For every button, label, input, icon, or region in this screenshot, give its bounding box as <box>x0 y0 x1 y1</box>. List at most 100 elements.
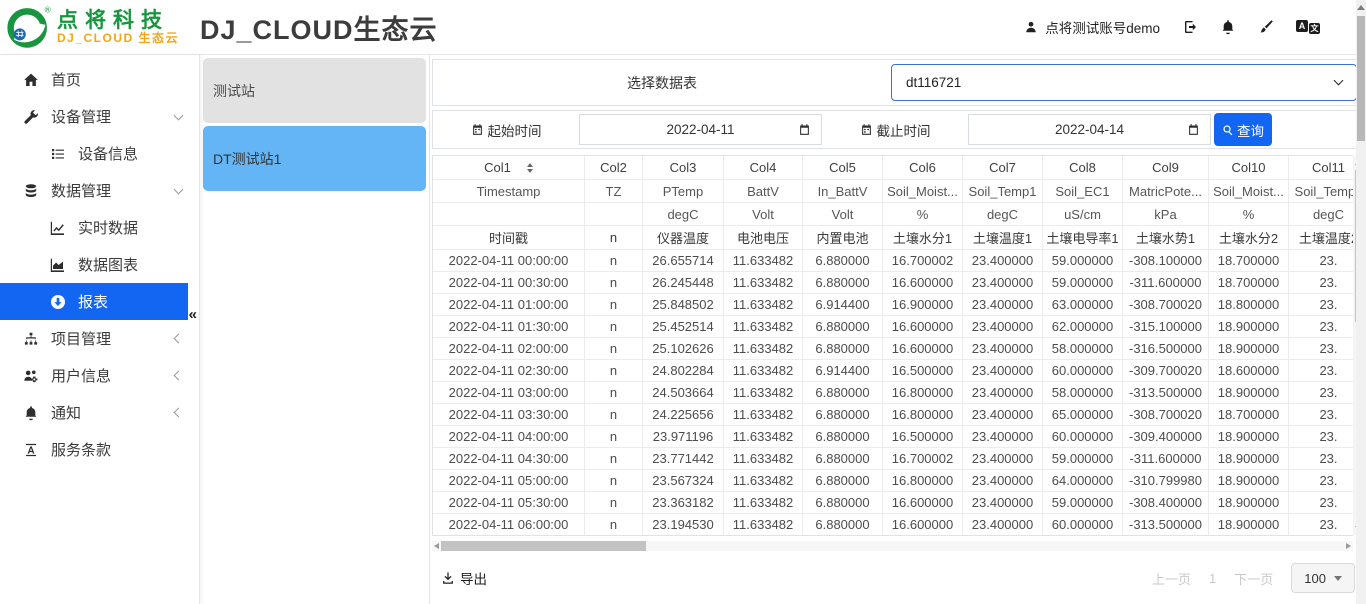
horizontal-scroll-thumb[interactable] <box>441 541 646 551</box>
table-cell: -311.600000 <box>1123 272 1209 294</box>
table-cell: 11.633482 <box>724 250 803 272</box>
query-button[interactable]: 查询 <box>1214 113 1272 146</box>
sidebar-collapse-toggle[interactable] <box>189 306 197 323</box>
scroll-right-arrow-icon[interactable] <box>1346 542 1351 549</box>
datatable-select[interactable]: dt116721 <box>891 64 1357 101</box>
bell-icon[interactable] <box>1220 19 1236 35</box>
table-cell: Volt <box>724 203 803 226</box>
users-gear-icon <box>21 368 40 384</box>
start-date-input[interactable]: 2022-04-11 <box>579 114 822 145</box>
report-panel: 选择数据表 dt116721 起始时间 2022-04-11 截止时间 2022… <box>430 55 1366 604</box>
page-scrollbar[interactable] <box>1356 0 1366 604</box>
sidebar-item-user-info[interactable]: 用户信息 <box>0 357 199 394</box>
table-cell: 23.400000 <box>963 338 1043 360</box>
table-cell: Soil_Moist... <box>1209 180 1289 203</box>
table-cell: 18.700000 <box>1209 272 1289 294</box>
sidebar-item-realtime-data[interactable]: 实时数据 <box>0 209 199 246</box>
table-cell: n <box>585 294 643 316</box>
prev-page-button[interactable]: 上一页 <box>1152 571 1192 587</box>
table-cell: 2022-04-11 03:30:00 <box>433 404 585 426</box>
end-time-label: 截止时间 <box>822 120 968 140</box>
sidebar-item-device-mgmt[interactable]: 设备管理 <box>0 98 199 135</box>
sidebar-item-data-charts[interactable]: 数据图表 <box>0 246 199 283</box>
table-row: 2022-04-11 00:30:00 n 26.245448 11.633482 6.… <box>433 272 1353 294</box>
sidebar-item-label: 首页 <box>51 72 82 89</box>
table-cell: 土壤水势1 <box>1123 226 1209 250</box>
sidebar-item-label: 通知 <box>51 405 82 422</box>
sidebar-item-device-info[interactable]: 设备信息 <box>0 135 199 172</box>
table-cell: In_BattV <box>803 180 883 203</box>
table-cell: 23.400000 <box>963 272 1043 294</box>
next-page-button[interactable]: 下一页 <box>1234 571 1274 587</box>
sidebar-item-label: 数据图表 <box>78 257 139 274</box>
user-account[interactable]: 点将测试账号demo <box>1024 17 1160 37</box>
table-cell: 23.971196 <box>643 426 724 448</box>
datatable-select-row: 选择数据表 dt116721 <box>432 59 1364 106</box>
table-cell: 16.500000 <box>883 360 963 382</box>
logout-icon[interactable] <box>1182 19 1198 35</box>
table-cell: 23. <box>1289 514 1353 535</box>
table-cell: 23.400000 <box>963 404 1043 426</box>
chevron-left-icon <box>173 407 184 418</box>
sidebar-item-notifications[interactable]: 通知 <box>0 394 199 431</box>
export-button[interactable]: 导出 <box>441 568 487 588</box>
page-scroll-thumb[interactable] <box>1357 16 1365 141</box>
table-row: 2022-04-11 00:00:00 n 26.655714 11.633482 6.… <box>433 250 1353 272</box>
table-cell: -308.400000 <box>1123 492 1209 514</box>
table-cell: 23. <box>1289 448 1353 470</box>
table-cell: Soil_Temp1 <box>963 180 1043 203</box>
station-item-selected[interactable]: DT测试站1 <box>203 126 426 191</box>
calendar-icon <box>472 124 482 135</box>
table-cell: -316.500000 <box>1123 338 1209 360</box>
table-cell: 16.800000 <box>883 382 963 404</box>
table-cell: 60.000000 <box>1043 514 1123 535</box>
table-cell: n <box>585 382 643 404</box>
station-name: 测试站 <box>213 82 255 99</box>
table-cell: 23.400000 <box>963 448 1043 470</box>
table-cell: 2022-04-11 04:00:00 <box>433 426 585 448</box>
sidebar-item-reports[interactable]: 报表 <box>0 283 188 320</box>
current-page[interactable]: 1 <box>1209 570 1217 586</box>
table-cell: 11.633482 <box>724 294 803 316</box>
table-cell: n <box>585 448 643 470</box>
table-cell: 24.503664 <box>643 382 724 404</box>
table-horizontal-scrollbar[interactable] <box>432 541 1353 551</box>
table-cell: 6.880000 <box>803 492 883 514</box>
station-list: 测试站 DT测试站1 <box>200 55 430 604</box>
download-icon <box>443 572 453 584</box>
station-item[interactable]: 测试站 <box>203 58 426 123</box>
table-cell: n <box>585 404 643 426</box>
table-cell: 时间戳 <box>433 226 585 250</box>
table-cell: 11.633482 <box>724 382 803 404</box>
table-cell: 59.000000 <box>1043 272 1123 294</box>
table-cn-labels-row: 时间戳 n 仪器温度 电池电压 内置电池 土壤水分1 土壤温度1 土壤电导率1 土壤水势1 土壤水… <box>433 226 1353 250</box>
table-cell: 23. <box>1289 338 1353 360</box>
end-date-input[interactable]: 2022-04-14 <box>968 114 1211 145</box>
brush-icon[interactable] <box>1258 19 1274 35</box>
table-cell: 2022-04-11 05:00:00 <box>433 470 585 492</box>
table-cell: -309.700020 <box>1123 360 1209 382</box>
sort-icon[interactable] <box>527 163 533 173</box>
table-cell: 6.880000 <box>803 316 883 338</box>
table-row: 2022-04-11 01:30:00 n 25.452514 11.633482 6.… <box>433 316 1353 338</box>
table-row: 2022-04-11 03:30:00 n 24.225656 11.633482 6.… <box>433 404 1353 426</box>
station-name: DT测试站1 <box>213 150 282 167</box>
page-size-select[interactable]: 100 <box>1291 563 1355 593</box>
translate-icon[interactable] <box>1296 20 1320 34</box>
sidebar-item-project-mgmt[interactable]: 项目管理 <box>0 320 199 357</box>
sidebar-item-home[interactable]: 首页 <box>0 61 199 98</box>
sidebar-item-data-mgmt[interactable]: 数据管理 <box>0 172 199 209</box>
scroll-up-arrow-icon[interactable] <box>1357 5 1365 10</box>
table-cell: Col4 <box>724 156 803 180</box>
table-cell: Col6 <box>883 156 963 180</box>
table-cell: n <box>585 360 643 382</box>
select-table-label: 选择数据表 <box>627 74 697 91</box>
table-row: 2022-04-11 02:00:00 n 25.102626 11.633482 6.… <box>433 338 1353 360</box>
sidebar-item-terms[interactable]: 服务条款 <box>0 431 199 468</box>
table-cell: Soil_EC1 <box>1043 180 1123 203</box>
scroll-left-arrow-icon[interactable] <box>434 542 439 549</box>
table-cell: 6.880000 <box>803 250 883 272</box>
table-cell: 23.400000 <box>963 316 1043 338</box>
table-cell: Col10 <box>1209 156 1289 180</box>
table-cell: 59.000000 <box>1043 250 1123 272</box>
